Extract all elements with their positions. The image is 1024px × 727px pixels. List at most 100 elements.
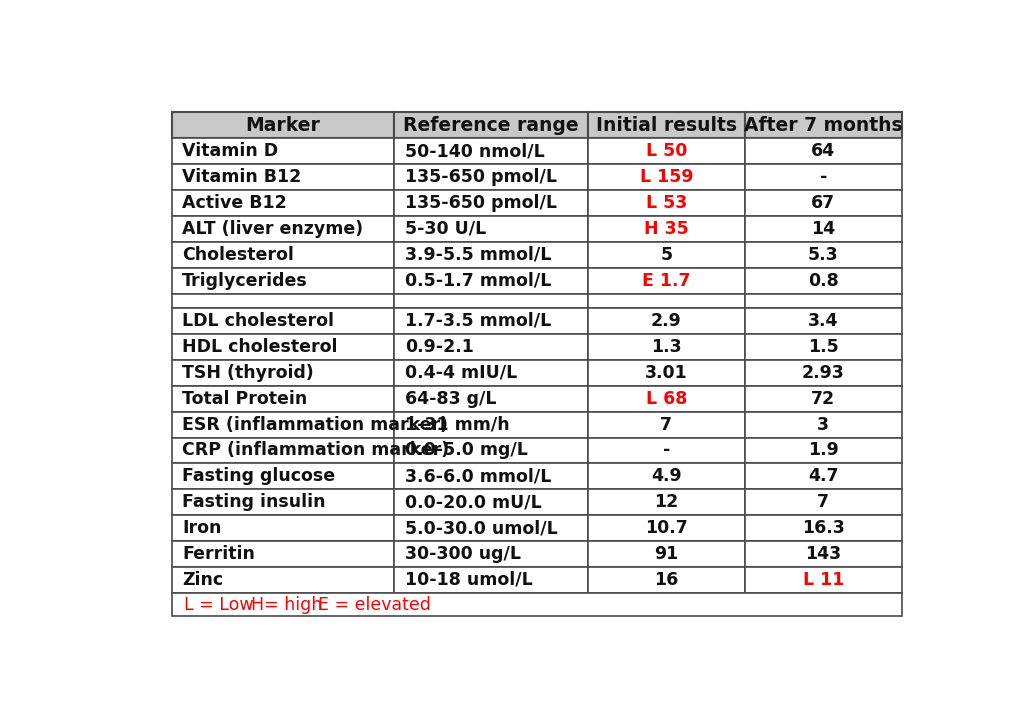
Text: L 159: L 159 xyxy=(640,168,693,186)
FancyBboxPatch shape xyxy=(394,164,588,190)
Text: CRP (inflammation marker): CRP (inflammation marker) xyxy=(182,441,450,459)
FancyBboxPatch shape xyxy=(172,190,394,216)
Text: 72: 72 xyxy=(811,390,836,408)
FancyBboxPatch shape xyxy=(394,308,588,334)
Text: 14: 14 xyxy=(811,220,836,238)
Text: Fasting insulin: Fasting insulin xyxy=(182,493,326,511)
FancyBboxPatch shape xyxy=(588,438,744,463)
Text: 0.0-5.0 mg/L: 0.0-5.0 mg/L xyxy=(404,441,527,459)
FancyBboxPatch shape xyxy=(588,242,744,268)
FancyBboxPatch shape xyxy=(744,541,902,567)
Text: 143: 143 xyxy=(805,545,842,563)
FancyBboxPatch shape xyxy=(394,334,588,360)
Text: 16.3: 16.3 xyxy=(802,519,845,537)
FancyBboxPatch shape xyxy=(394,138,588,164)
FancyBboxPatch shape xyxy=(172,268,394,294)
Text: E = elevated: E = elevated xyxy=(318,595,431,614)
FancyBboxPatch shape xyxy=(172,489,394,515)
Text: 2.9: 2.9 xyxy=(651,312,682,330)
FancyBboxPatch shape xyxy=(588,138,744,164)
FancyBboxPatch shape xyxy=(744,113,902,138)
FancyBboxPatch shape xyxy=(744,334,902,360)
Text: 1.5: 1.5 xyxy=(808,338,839,356)
FancyBboxPatch shape xyxy=(172,138,394,164)
Text: HDL cholesterol: HDL cholesterol xyxy=(182,338,338,356)
FancyBboxPatch shape xyxy=(172,386,394,411)
Text: Reference range: Reference range xyxy=(403,116,579,135)
Text: Marker: Marker xyxy=(246,116,321,135)
FancyBboxPatch shape xyxy=(744,438,902,463)
Text: 4.9: 4.9 xyxy=(651,467,682,486)
FancyBboxPatch shape xyxy=(744,308,902,334)
FancyBboxPatch shape xyxy=(172,411,394,438)
Text: 64: 64 xyxy=(811,142,836,160)
Text: 3: 3 xyxy=(817,416,829,433)
Text: 1.7-3.5 mmol/L: 1.7-3.5 mmol/L xyxy=(404,312,551,330)
FancyBboxPatch shape xyxy=(588,268,744,294)
FancyBboxPatch shape xyxy=(172,242,394,268)
FancyBboxPatch shape xyxy=(744,138,902,164)
Text: L 50: L 50 xyxy=(645,142,687,160)
FancyBboxPatch shape xyxy=(172,463,394,489)
Text: 2.93: 2.93 xyxy=(802,364,845,382)
Text: Zinc: Zinc xyxy=(182,571,223,589)
FancyBboxPatch shape xyxy=(394,541,588,567)
FancyBboxPatch shape xyxy=(588,411,744,438)
FancyBboxPatch shape xyxy=(172,308,394,334)
FancyBboxPatch shape xyxy=(172,216,394,242)
Text: 0.0-20.0 mU/L: 0.0-20.0 mU/L xyxy=(404,493,542,511)
Text: 0.4-4 mIU/L: 0.4-4 mIU/L xyxy=(404,364,517,382)
FancyBboxPatch shape xyxy=(172,593,902,616)
FancyBboxPatch shape xyxy=(744,489,902,515)
Text: Ferritin: Ferritin xyxy=(182,545,255,563)
FancyBboxPatch shape xyxy=(588,308,744,334)
Text: Cholesterol: Cholesterol xyxy=(182,246,294,264)
FancyBboxPatch shape xyxy=(172,164,394,190)
Text: 5.0-30.0 umol/L: 5.0-30.0 umol/L xyxy=(404,519,557,537)
Text: H= high: H= high xyxy=(251,595,323,614)
FancyBboxPatch shape xyxy=(172,360,394,386)
FancyBboxPatch shape xyxy=(172,541,394,567)
Text: 3.4: 3.4 xyxy=(808,312,839,330)
FancyBboxPatch shape xyxy=(588,489,744,515)
FancyBboxPatch shape xyxy=(588,294,744,308)
FancyBboxPatch shape xyxy=(394,411,588,438)
FancyBboxPatch shape xyxy=(588,216,744,242)
Text: 30-300 ug/L: 30-300 ug/L xyxy=(404,545,520,563)
FancyBboxPatch shape xyxy=(588,541,744,567)
FancyBboxPatch shape xyxy=(394,268,588,294)
Text: 1.3: 1.3 xyxy=(651,338,682,356)
FancyBboxPatch shape xyxy=(172,334,394,360)
Text: ESR (inflammation marker): ESR (inflammation marker) xyxy=(182,416,447,433)
Text: TSH (thyroid): TSH (thyroid) xyxy=(182,364,313,382)
Text: 67: 67 xyxy=(811,194,836,212)
Text: 3.9-5.5 mmol/L: 3.9-5.5 mmol/L xyxy=(404,246,551,264)
Text: 3.6-6.0 mmol/L: 3.6-6.0 mmol/L xyxy=(404,467,551,486)
Text: 12: 12 xyxy=(654,493,679,511)
Text: LDL cholesterol: LDL cholesterol xyxy=(182,312,334,330)
Text: Active B12: Active B12 xyxy=(182,194,287,212)
Text: H 35: H 35 xyxy=(644,220,689,238)
FancyBboxPatch shape xyxy=(744,463,902,489)
FancyBboxPatch shape xyxy=(744,190,902,216)
Text: Total Protein: Total Protein xyxy=(182,390,307,408)
FancyBboxPatch shape xyxy=(588,360,744,386)
Text: 3.01: 3.01 xyxy=(645,364,688,382)
Text: 5-30 U/L: 5-30 U/L xyxy=(404,220,486,238)
Text: 1.9: 1.9 xyxy=(808,441,839,459)
Text: 10.7: 10.7 xyxy=(645,519,688,537)
FancyBboxPatch shape xyxy=(744,268,902,294)
Text: Fasting glucose: Fasting glucose xyxy=(182,467,335,486)
FancyBboxPatch shape xyxy=(394,190,588,216)
FancyBboxPatch shape xyxy=(394,567,588,593)
FancyBboxPatch shape xyxy=(172,515,394,541)
Text: ALT (liver enzyme): ALT (liver enzyme) xyxy=(182,220,364,238)
Text: After 7 months: After 7 months xyxy=(744,116,902,135)
FancyBboxPatch shape xyxy=(588,190,744,216)
FancyBboxPatch shape xyxy=(172,438,394,463)
Text: 1-31 mm/h: 1-31 mm/h xyxy=(404,416,509,433)
Text: L 68: L 68 xyxy=(645,390,687,408)
FancyBboxPatch shape xyxy=(744,411,902,438)
Text: 50-140 nmol/L: 50-140 nmol/L xyxy=(404,142,545,160)
Text: 135-650 pmol/L: 135-650 pmol/L xyxy=(404,168,557,186)
